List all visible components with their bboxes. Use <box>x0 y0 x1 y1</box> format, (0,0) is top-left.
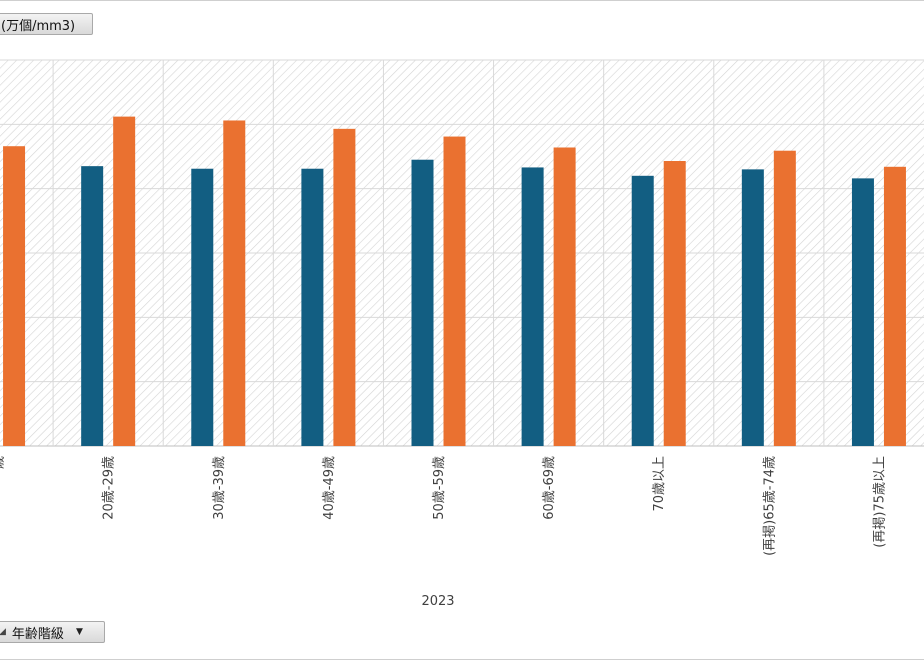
category-label-4: 50歳-59歳 <box>432 456 447 520</box>
bar-s1-c6[interactable] <box>663 161 686 446</box>
category-label-7: (再掲)65歳-74歳 <box>761 456 777 556</box>
bars <box>3 116 906 447</box>
filter-icon[interactable]: ◢ <box>0 627 6 637</box>
category-label-1: 20歳-29歳 <box>102 456 117 520</box>
bar-s1-c5[interactable] <box>553 147 576 446</box>
value-field-label: (万個/mm3) <box>1 18 76 34</box>
bar-s0-c4[interactable] <box>411 159 434 446</box>
bar-s0-c1[interactable] <box>81 166 104 446</box>
bar-s0-c7[interactable] <box>741 169 764 446</box>
group-label: 2023 <box>421 594 454 609</box>
bar-s0-c5[interactable] <box>521 167 544 447</box>
gridlines <box>0 59 924 447</box>
bar-s1-c2[interactable] <box>223 120 246 447</box>
category-label-2: 30歳-39歳 <box>212 456 227 520</box>
bar-s1-c4[interactable] <box>443 136 466 446</box>
bar-s1-c0[interactable] <box>3 146 26 446</box>
bar-s1-c8[interactable] <box>883 166 906 446</box>
category-label-5: 60歳-69歳 <box>542 456 557 520</box>
category-label-0: 歳 <box>0 456 7 469</box>
dropdown-arrow-icon[interactable]: ▼ <box>75 627 83 637</box>
bar-s0-c3[interactable] <box>301 168 324 446</box>
bar-s1-c3[interactable] <box>333 128 356 446</box>
category-label-6: 70歳以上 <box>652 456 667 512</box>
axis-field-button[interactable]: ◢ 年齢階級 ▼ <box>0 621 105 643</box>
axis-field-label: 年齢階級 <box>11 626 64 642</box>
category-label-3: 40歳-49歳 <box>322 456 337 520</box>
category-labels: 歳 20歳-29歳 30歳-39歳 40歳-49歳 50歳-59歳 60歳-69歳 70歳以… <box>0 456 887 556</box>
value-field-button[interactable]: (万個/mm3) <box>0 13 93 35</box>
bar-s1-c7[interactable] <box>773 150 796 446</box>
category-label-8: (再掲)75歳以上 <box>871 456 887 548</box>
bar-s0-c8[interactable] <box>851 178 874 446</box>
bar-s0-c2[interactable] <box>191 168 214 446</box>
bar-s0-c6[interactable] <box>631 175 654 447</box>
bar-s1-c1[interactable] <box>113 116 136 446</box>
